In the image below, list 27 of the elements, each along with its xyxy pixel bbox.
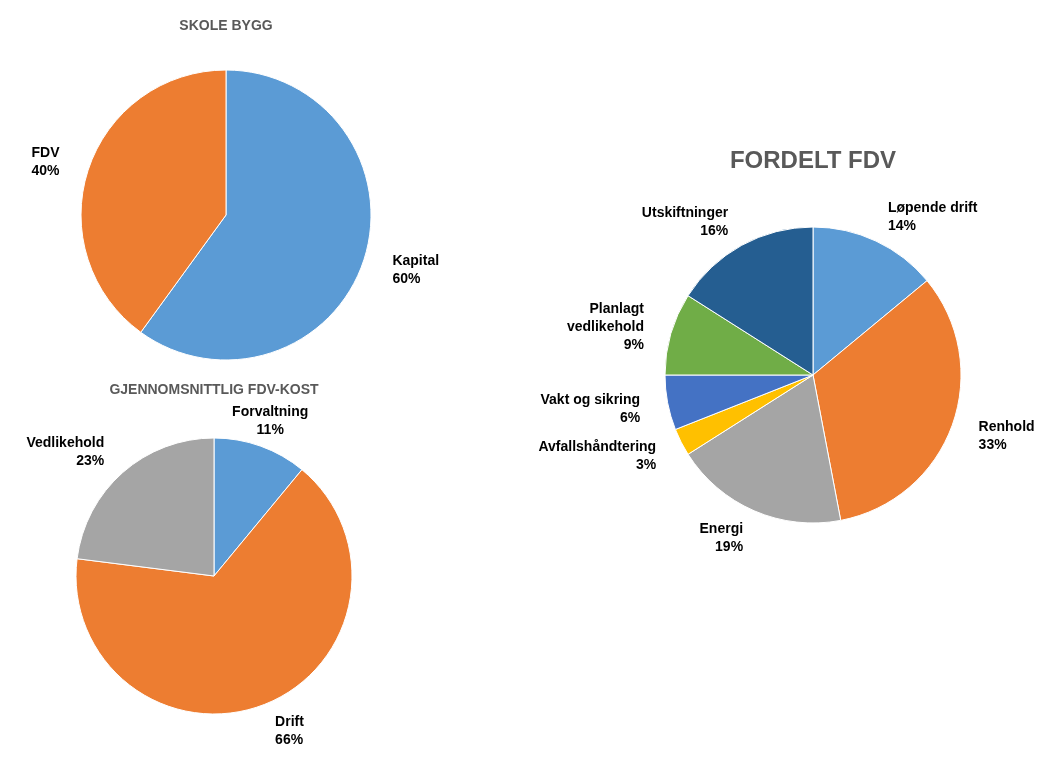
slice-label: Utskiftninger — [641, 203, 729, 220]
slice-label: Vakt og sikring — [540, 390, 641, 407]
slice-label: Drift — [275, 713, 305, 730]
slice-label: Avfallshåndtering — [538, 437, 657, 454]
slice-label: Vedlikehold — [26, 434, 105, 451]
slice-label: Løpende drift — [887, 198, 978, 215]
data-label: 6% — [619, 408, 641, 425]
slice-label: Renhold — [978, 417, 1035, 434]
data-label: 33% — [978, 435, 1008, 452]
data-label: 40% — [31, 161, 61, 178]
slice-label: Kapital — [392, 252, 440, 269]
slice-label: Forvaltning — [232, 402, 309, 419]
slice-label: Planlagt vedlikehold — [566, 299, 645, 334]
slice-label: FDV — [31, 143, 61, 160]
data-label: 3% — [635, 455, 657, 472]
data-label: 16% — [700, 221, 729, 238]
data-label: 11% — [256, 420, 285, 437]
chart-title: SKOLE BYGG — [179, 17, 273, 33]
data-label: 60% — [392, 270, 422, 287]
chart-title: GJENNOMSNITTLIG FDV-KOST — [109, 381, 320, 397]
slice-label: Energi — [699, 519, 744, 536]
data-label: 19% — [715, 537, 744, 554]
data-label: 9% — [623, 335, 645, 352]
data-label: 66% — [275, 731, 304, 748]
data-label: 14% — [887, 216, 917, 233]
chart-title: FORDELT FDV — [729, 146, 897, 173]
data-label: 23% — [76, 452, 105, 469]
